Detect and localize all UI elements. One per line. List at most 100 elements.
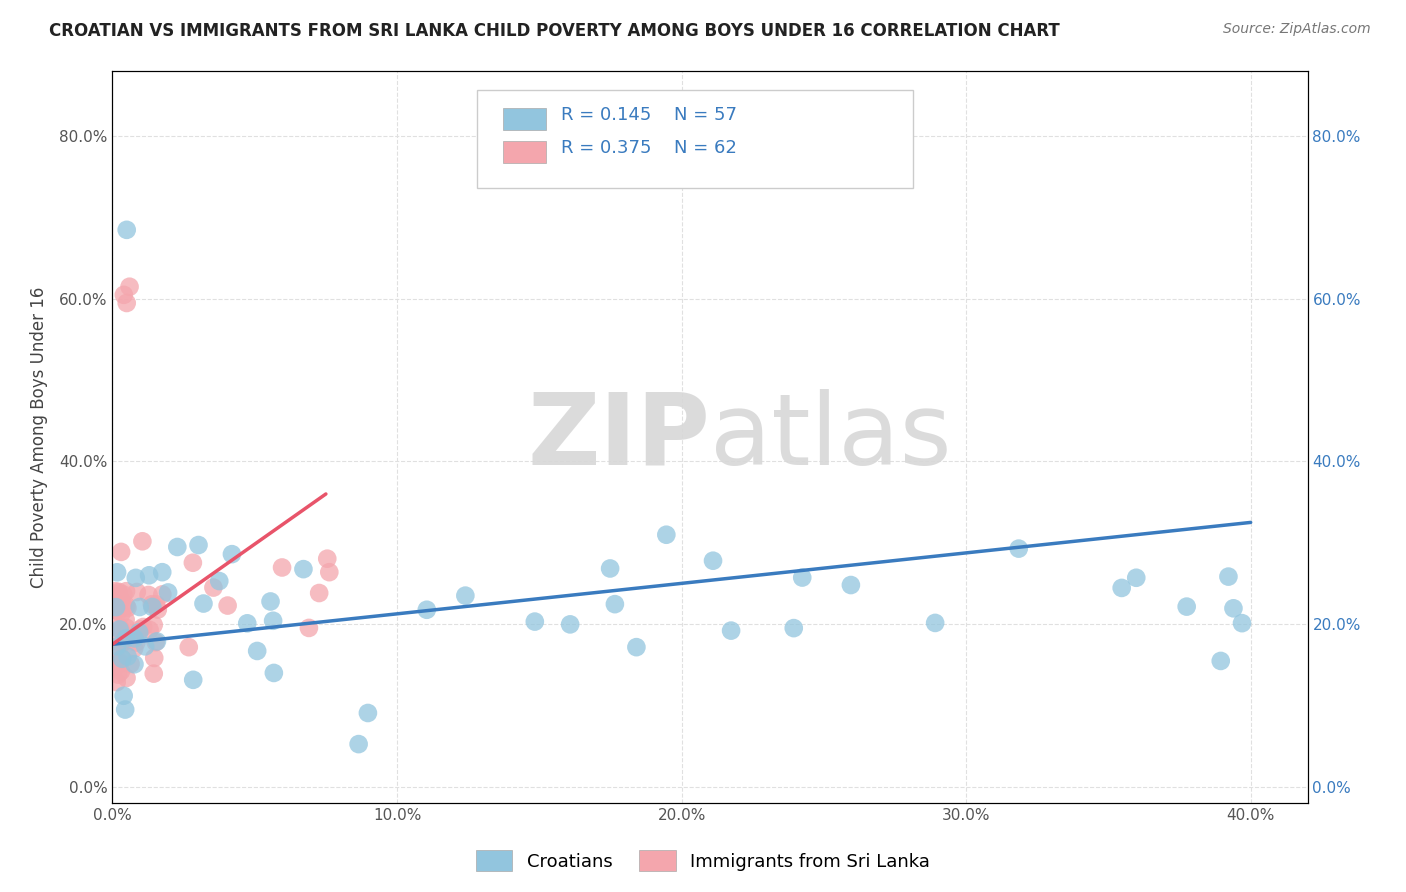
Point bbox=[117, 649, 139, 664]
Point bbox=[138, 568, 160, 582]
Point bbox=[114, 613, 136, 627]
Point bbox=[115, 296, 138, 310]
Point bbox=[141, 599, 163, 614]
Point bbox=[122, 641, 145, 656]
Point bbox=[138, 588, 160, 602]
Point bbox=[236, 616, 259, 631]
Point bbox=[298, 621, 321, 635]
Point bbox=[783, 621, 806, 635]
Point bbox=[128, 599, 150, 614]
Point bbox=[603, 597, 626, 611]
Point bbox=[202, 581, 225, 595]
Point bbox=[177, 640, 200, 655]
Point bbox=[316, 551, 339, 566]
Point bbox=[1230, 616, 1253, 631]
Text: R = 0.375: R = 0.375 bbox=[561, 139, 651, 157]
Point bbox=[107, 587, 129, 601]
Point bbox=[105, 657, 128, 671]
Point bbox=[318, 565, 340, 579]
Text: N = 62: N = 62 bbox=[675, 139, 737, 157]
Point bbox=[105, 640, 128, 654]
Point bbox=[129, 622, 152, 636]
Point bbox=[125, 635, 148, 649]
Point bbox=[181, 673, 204, 687]
Point bbox=[114, 702, 136, 716]
Point bbox=[124, 632, 146, 646]
Point bbox=[112, 288, 135, 302]
Point bbox=[111, 651, 134, 665]
Point bbox=[1175, 599, 1198, 614]
Point bbox=[1125, 571, 1147, 585]
Point bbox=[246, 644, 269, 658]
Point bbox=[108, 620, 131, 634]
Point bbox=[217, 599, 239, 613]
Point bbox=[150, 587, 173, 601]
Point bbox=[110, 664, 132, 678]
Point bbox=[523, 615, 546, 629]
FancyBboxPatch shape bbox=[477, 90, 914, 188]
FancyBboxPatch shape bbox=[503, 141, 547, 163]
Point bbox=[110, 593, 132, 607]
Point bbox=[104, 584, 127, 599]
Text: R = 0.145: R = 0.145 bbox=[561, 106, 651, 124]
Point bbox=[208, 574, 231, 588]
Point bbox=[1218, 569, 1240, 583]
Point bbox=[134, 640, 156, 654]
Point bbox=[655, 527, 678, 541]
Point bbox=[108, 656, 131, 670]
Point bbox=[104, 600, 127, 615]
Point bbox=[132, 620, 155, 634]
Point bbox=[157, 585, 180, 599]
Point bbox=[347, 737, 370, 751]
Point bbox=[108, 589, 131, 603]
Point bbox=[108, 623, 131, 637]
Point bbox=[150, 565, 173, 579]
Point bbox=[107, 635, 129, 649]
Legend: Croatians, Immigrants from Sri Lanka: Croatians, Immigrants from Sri Lanka bbox=[468, 843, 938, 879]
Point bbox=[115, 584, 138, 599]
Point bbox=[104, 603, 127, 617]
Point bbox=[416, 603, 439, 617]
Point bbox=[560, 617, 582, 632]
Point bbox=[107, 667, 129, 681]
Point bbox=[141, 597, 163, 611]
Point bbox=[112, 587, 135, 601]
Point bbox=[145, 635, 167, 649]
Point bbox=[105, 675, 128, 690]
Point bbox=[112, 689, 135, 703]
Point bbox=[107, 585, 129, 599]
Point bbox=[720, 624, 742, 638]
Point bbox=[357, 706, 380, 720]
Text: Source: ZipAtlas.com: Source: ZipAtlas.com bbox=[1223, 22, 1371, 37]
Point bbox=[271, 560, 294, 574]
Point bbox=[105, 566, 128, 580]
Point bbox=[839, 578, 862, 592]
Point bbox=[142, 666, 165, 681]
Point bbox=[1222, 601, 1244, 615]
Point bbox=[626, 640, 648, 655]
Point bbox=[702, 554, 724, 568]
Point bbox=[145, 598, 167, 612]
Point bbox=[146, 602, 169, 616]
Y-axis label: Child Poverty Among Boys Under 16: Child Poverty Among Boys Under 16 bbox=[30, 286, 48, 588]
Point bbox=[107, 653, 129, 667]
Point bbox=[115, 621, 138, 635]
Point bbox=[115, 671, 138, 685]
Point bbox=[1008, 541, 1031, 556]
Point bbox=[181, 556, 204, 570]
Point bbox=[924, 615, 946, 630]
Point bbox=[454, 589, 477, 603]
Point bbox=[125, 585, 148, 599]
Point bbox=[166, 540, 188, 554]
Point bbox=[111, 652, 134, 666]
Point bbox=[117, 630, 139, 644]
Point bbox=[1209, 654, 1232, 668]
Point bbox=[117, 601, 139, 615]
Point bbox=[142, 618, 165, 632]
Point bbox=[193, 597, 215, 611]
Point bbox=[187, 538, 209, 552]
Point bbox=[124, 629, 146, 643]
Point bbox=[110, 607, 132, 622]
Text: CROATIAN VS IMMIGRANTS FROM SRI LANKA CHILD POVERTY AMONG BOYS UNDER 16 CORRELAT: CROATIAN VS IMMIGRANTS FROM SRI LANKA CH… bbox=[49, 22, 1060, 40]
Text: ZIP: ZIP bbox=[527, 389, 710, 485]
